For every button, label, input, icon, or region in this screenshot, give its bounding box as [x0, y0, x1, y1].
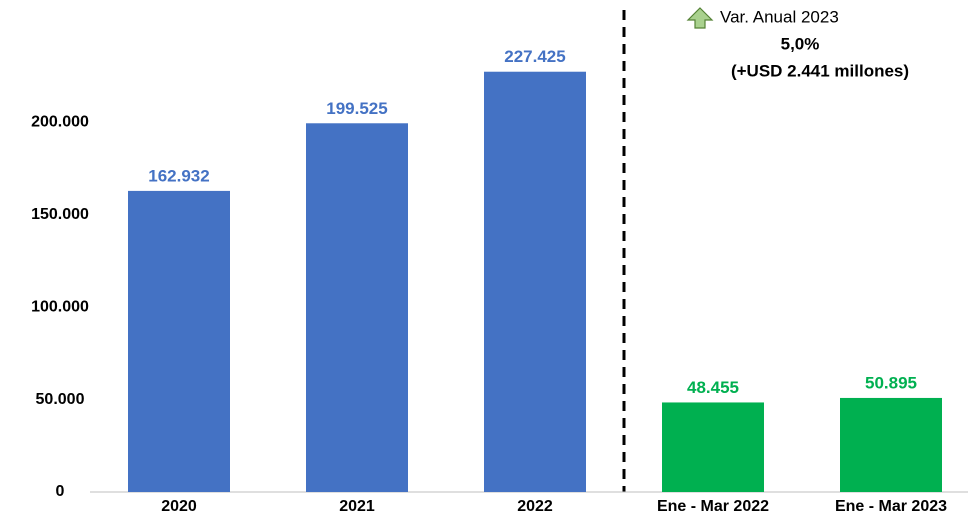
annotation: Var. Anual 2023: [720, 7, 839, 26]
annotation: (+USD 2.441 millones): [731, 61, 909, 80]
y-tick-label: 0: [56, 483, 65, 500]
data-label: 48.455: [687, 378, 739, 397]
bar: [662, 402, 764, 492]
x-tick-label: 2020: [161, 498, 197, 515]
y-tick-label: 200.000: [31, 114, 89, 131]
data-label: 199.525: [326, 99, 387, 118]
bar: [306, 123, 408, 492]
bar: [840, 397, 942, 492]
x-tick-label: Ene - Mar 2023: [835, 498, 947, 515]
y-tick-label: 50.000: [36, 391, 85, 408]
up-arrow-icon: [686, 7, 714, 29]
data-label: 162.932: [148, 166, 209, 185]
x-tick-label: Ene - Mar 2022: [657, 498, 769, 515]
x-tick-label: 2021: [339, 498, 375, 515]
y-tick-label: 150.000: [31, 206, 89, 223]
bar: [128, 190, 230, 492]
bar: [484, 71, 586, 492]
y-tick-label: 100.000: [31, 298, 89, 315]
annotation: 5,0%: [781, 34, 820, 53]
data-label: 50.895: [865, 373, 917, 392]
x-tick-label: 2022: [517, 498, 553, 515]
data-label: 227.425: [504, 47, 565, 66]
